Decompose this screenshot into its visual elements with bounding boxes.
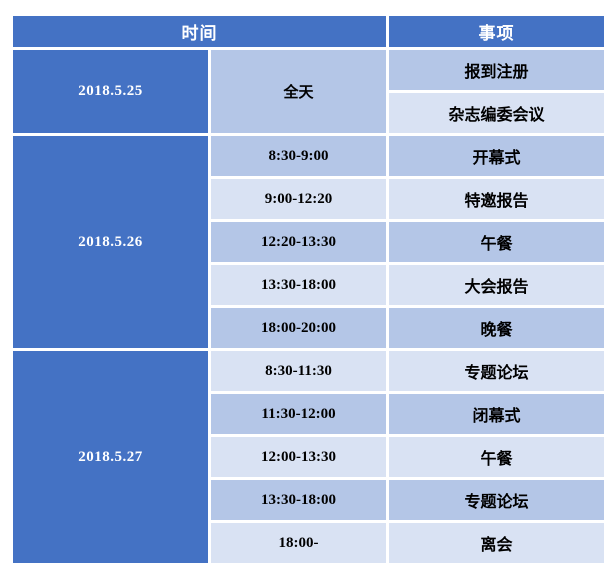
table-row: 18:00-20:00 晚餐 xyxy=(12,305,607,351)
item-cell: 午餐 xyxy=(386,219,607,265)
item-cell: 离会 xyxy=(386,520,607,566)
item-cell: 专题论坛 xyxy=(386,348,607,394)
table-row: 2018.5.27 8:30-11:30 专题论坛 xyxy=(10,348,607,566)
table-row: 12:00-13:30 午餐 xyxy=(12,434,607,480)
table-row: 18:00- 离会 xyxy=(12,520,607,566)
table-row: 9:00-12:20 特邀报告 xyxy=(12,176,607,222)
time-cell: 13:30-18:00 xyxy=(208,262,389,308)
date-cell-2018-5-27: 2018.5.27 xyxy=(10,348,211,566)
table-row: 13:30-18:00 专题论坛 xyxy=(12,477,607,523)
table-row: 11:30-12:00 闭幕式 xyxy=(12,391,607,437)
column-header-time: 时间 xyxy=(10,13,389,50)
time-cell: 12:00-13:30 xyxy=(208,434,389,480)
item-cell: 开幕式 xyxy=(386,133,607,179)
table-row: 13:30-18:00 大会报告 xyxy=(12,262,607,308)
table-row: 2018.5.26 8:30-9:00 开幕式 xyxy=(10,133,607,351)
item-cell: 专题论坛 xyxy=(386,477,607,523)
table-row: 杂志编委会议 xyxy=(12,90,607,136)
time-cell: 8:30-9:00 xyxy=(208,133,389,179)
time-cell: 18:00- xyxy=(208,520,389,566)
date-cell-2018-5-25: 2018.5.25 xyxy=(10,47,211,136)
table-header-row: 时间 事项 xyxy=(10,13,607,50)
column-header-item: 事项 xyxy=(386,13,607,50)
item-cell: 报到注册 xyxy=(386,47,607,93)
item-cell: 大会报告 xyxy=(386,262,607,308)
time-cell: 18:00-20:00 xyxy=(208,305,389,351)
time-cell: 12:20-13:30 xyxy=(208,219,389,265)
time-cell: 9:00-12:20 xyxy=(208,176,389,222)
conference-schedule-table: 时间 事项 2018.5.25 全天 报到注册 杂志编委会议 2018.5.26… xyxy=(10,13,607,566)
item-cell: 晚餐 xyxy=(386,305,607,351)
date-cell-2018-5-26: 2018.5.26 xyxy=(10,133,211,351)
item-cell: 杂志编委会议 xyxy=(386,90,607,136)
item-cell: 特邀报告 xyxy=(386,176,607,222)
time-cell: 11:30-12:00 xyxy=(208,391,389,437)
table-row: 2018.5.25 全天 报到注册 xyxy=(10,47,607,136)
item-cell: 午餐 xyxy=(386,434,607,480)
time-cell: 全天 xyxy=(208,47,389,136)
table-row: 12:20-13:30 午餐 xyxy=(12,219,607,265)
time-cell: 8:30-11:30 xyxy=(208,348,389,394)
item-cell: 闭幕式 xyxy=(386,391,607,437)
time-cell: 13:30-18:00 xyxy=(208,477,389,523)
